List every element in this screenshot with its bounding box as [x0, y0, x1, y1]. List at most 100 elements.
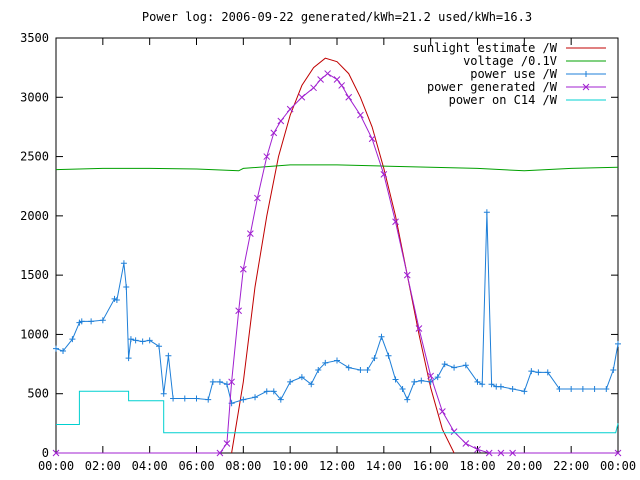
cross-point	[228, 378, 235, 386]
plus-point	[385, 352, 392, 359]
plus-point	[371, 355, 378, 362]
plus-point	[252, 394, 259, 401]
plus-point	[193, 395, 200, 402]
series-3	[52, 70, 622, 457]
plus-point	[60, 348, 67, 355]
data-series	[52, 57, 622, 457]
series-2	[53, 209, 621, 407]
cross-point	[392, 218, 399, 226]
plus-point	[479, 381, 486, 388]
plus-point	[462, 362, 469, 369]
plus-point	[392, 376, 399, 383]
plus-point	[583, 71, 589, 77]
cross-point	[474, 446, 481, 453]
series-line	[56, 72, 618, 454]
plus-point	[357, 367, 364, 373]
plus-point	[308, 381, 315, 388]
plus-point	[69, 336, 76, 343]
cross-point	[582, 83, 590, 91]
cross-point	[216, 449, 224, 457]
cross-point	[403, 271, 411, 279]
y-tick-label: 3000	[20, 90, 49, 104]
plus-point	[404, 396, 411, 403]
x-tick-label: 20:00	[506, 459, 542, 473]
cross-point	[415, 325, 423, 332]
cross-point	[324, 70, 331, 77]
plus-point	[113, 297, 120, 304]
plus-point	[483, 209, 490, 216]
cross-point	[509, 449, 516, 457]
cross-point	[277, 117, 285, 125]
plus-point	[315, 367, 322, 373]
plus-point	[216, 378, 223, 385]
plus-point	[579, 385, 586, 392]
plus-point	[205, 396, 212, 403]
plus-point	[146, 337, 153, 344]
cross-point	[310, 84, 317, 92]
series-line	[231, 57, 455, 454]
y-tick-label: 3500	[20, 31, 49, 45]
chart-title: Power log: 2006-09-22 generated/kWh=21.2…	[142, 10, 532, 24]
plus-point	[535, 369, 542, 376]
plus-point	[528, 368, 535, 375]
x-tick-label: 00:00	[600, 459, 636, 473]
plus-point	[509, 385, 516, 392]
y-tick-label: 1000	[20, 327, 49, 341]
plus-point	[99, 317, 106, 324]
cross-point	[52, 449, 60, 457]
x-tick-label: 06:00	[178, 459, 214, 473]
cross-point	[614, 449, 622, 457]
legend-label: voltage /0.1V	[463, 54, 557, 68]
cross-point	[254, 194, 261, 202]
plus-point	[544, 369, 551, 376]
series-line	[55, 164, 619, 172]
plus-point	[132, 337, 139, 344]
cross-point	[239, 265, 247, 273]
plus-point	[53, 345, 59, 352]
cross-point	[286, 105, 294, 113]
plus-point	[125, 355, 132, 362]
cross-point	[298, 93, 306, 101]
plus-point	[411, 378, 418, 385]
plus-point	[364, 367, 371, 373]
plus-point	[322, 359, 329, 366]
plus-point	[434, 374, 441, 381]
cross-point	[497, 449, 505, 457]
x-tick-label: 14:00	[366, 459, 402, 473]
series-line	[55, 212, 619, 404]
y-tick-label: 500	[27, 387, 49, 401]
cross-point	[485, 449, 493, 457]
x-tick-label: 12:00	[319, 459, 355, 473]
y-tick-label: 1500	[20, 268, 49, 282]
plus-point	[418, 377, 425, 384]
plus-point	[615, 340, 621, 347]
plus-point	[334, 357, 340, 364]
plus-point	[451, 364, 458, 371]
plus-point	[298, 374, 305, 381]
plus-point	[181, 395, 188, 402]
y-tick-label: 2000	[20, 209, 49, 223]
plus-point	[488, 381, 495, 388]
cross-point	[345, 93, 353, 101]
plus-point	[209, 378, 216, 385]
cross-point	[270, 129, 278, 137]
plus-point	[610, 367, 617, 373]
cross-point	[357, 111, 364, 119]
axis-ticks: 0 500 1000 1500 2000 2500 3000 3500 00:00 02:00 04…	[20, 31, 636, 473]
plus-point	[603, 385, 610, 392]
plus-point	[170, 395, 177, 402]
cross-point	[235, 307, 243, 315]
plus-point	[474, 378, 481, 385]
plus-point	[123, 284, 130, 290]
cross-point	[427, 372, 435, 380]
plus-point	[88, 318, 95, 325]
plus-point	[591, 385, 598, 392]
plus-point	[378, 333, 385, 340]
plus-point	[240, 396, 247, 403]
plus-point	[160, 390, 167, 397]
plus-point	[78, 318, 85, 325]
plus-point	[165, 352, 172, 359]
cross-point	[263, 153, 271, 160]
x-tick-label: 10:00	[272, 459, 308, 473]
